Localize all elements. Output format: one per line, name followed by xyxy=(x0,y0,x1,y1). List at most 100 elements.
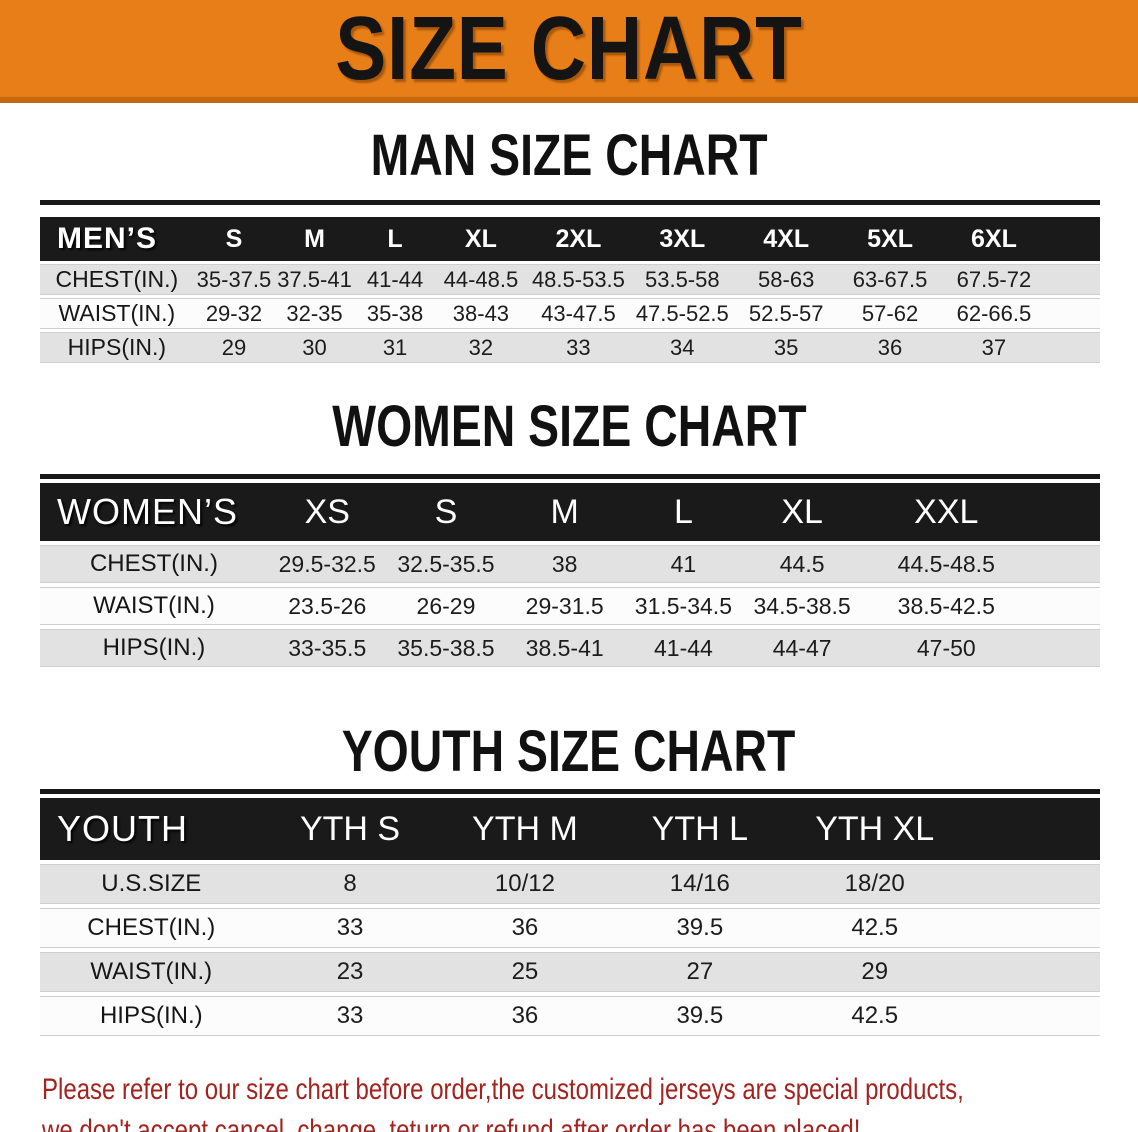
cell: 47.5-52.5 xyxy=(630,298,735,329)
cell: 41-44 xyxy=(624,629,743,667)
cell: 48.5-53.5 xyxy=(526,264,631,295)
men-size-col: 6XL xyxy=(941,217,1046,261)
cell: 37.5-41 xyxy=(274,264,355,295)
row-label: HIPS(IN.) xyxy=(40,629,268,667)
men-section-title: MAN SIZE CHART xyxy=(370,123,768,188)
men-size-table-wrap: MEN’S S M L XL 2XL 3XL 4XL 5XL 6XL CHEST… xyxy=(40,200,1100,366)
cell: 39.5 xyxy=(612,908,788,948)
women-size-col: XXL xyxy=(861,483,1032,541)
youth-size-col: YTH XL xyxy=(787,798,963,860)
cell: 38.5-42.5 xyxy=(861,587,1032,625)
women-chest-row: CHEST(IN.) 29.5-32.5 32.5-35.5 38 41 44.… xyxy=(40,545,1100,583)
women-size-col: XL xyxy=(742,483,862,541)
cell: 14/16 xyxy=(612,864,788,904)
men-size-col: 3XL xyxy=(630,217,735,261)
cell: 31 xyxy=(354,332,436,363)
spacer-cell xyxy=(1031,629,1100,667)
youth-section-title: YOUTH SIZE CHART xyxy=(342,719,796,784)
cell: 32-35 xyxy=(274,298,355,329)
spacer-cell xyxy=(1031,587,1100,625)
cell: 52.5-57 xyxy=(734,298,839,329)
cell: 39.5 xyxy=(612,996,788,1036)
youth-table-topline xyxy=(40,789,1100,794)
cell: 33-35.5 xyxy=(267,629,387,667)
cell: 10/12 xyxy=(437,864,613,904)
men-chest-row: CHEST(IN.) 35-37.5 37.5-41 41-44 44-48.5… xyxy=(40,264,1100,295)
cell: 18/20 xyxy=(787,864,963,904)
cell: 34.5-38.5 xyxy=(742,587,862,625)
cell: 33 xyxy=(262,908,438,948)
spacer-cell xyxy=(1045,298,1100,329)
cell: 35-38 xyxy=(354,298,436,329)
youth-size-col: YTH L xyxy=(612,798,788,860)
women-size-col: M xyxy=(505,483,625,541)
men-table-topline xyxy=(40,200,1100,205)
cell: 44-47 xyxy=(742,629,862,667)
row-label: U.S.SIZE xyxy=(40,864,263,904)
row-label: HIPS(IN.) xyxy=(40,996,263,1036)
spacer-cell xyxy=(962,798,1100,860)
women-size-table: WOMEN’S XS S M L XL XXL CHEST(IN.) 29.5-… xyxy=(40,479,1100,671)
spacer-cell xyxy=(962,864,1100,904)
cell: 44-48.5 xyxy=(435,264,527,295)
banner: SIZE CHART xyxy=(0,0,1138,103)
men-size-col: S xyxy=(193,217,275,261)
women-hips-row: HIPS(IN.) 33-35.5 35.5-38.5 38.5-41 41-4… xyxy=(40,629,1100,667)
youth-hips-row: HIPS(IN.) 33 36 39.5 42.5 xyxy=(40,996,1100,1036)
women-size-table-wrap: WOMEN’S XS S M L XL XXL CHEST(IN.) 29.5-… xyxy=(40,474,1100,671)
men-size-col: 4XL xyxy=(734,217,839,261)
cell: 37 xyxy=(941,332,1046,363)
cell: 26-29 xyxy=(386,587,506,625)
youth-header-row: YOUTH YTH S YTH M YTH L YTH XL xyxy=(40,798,1100,860)
row-label: CHEST(IN.) xyxy=(40,908,263,948)
spacer-cell xyxy=(1045,217,1100,261)
cell: 36 xyxy=(437,908,613,948)
cell: 25 xyxy=(437,952,613,992)
row-label: WAIST(IN.) xyxy=(40,298,194,329)
spacer-cell xyxy=(962,996,1100,1036)
cell: 33 xyxy=(262,996,438,1036)
cell: 23 xyxy=(262,952,438,992)
cell: 41 xyxy=(624,545,743,583)
spacer-cell xyxy=(1031,483,1100,541)
cell: 57-62 xyxy=(838,298,942,329)
cell: 33 xyxy=(526,332,631,363)
men-hips-row: HIPS(IN.) 29 30 31 32 33 34 35 36 37 xyxy=(40,332,1100,363)
cell: 44.5 xyxy=(742,545,862,583)
women-table-topline xyxy=(40,474,1100,479)
youth-size-col: YTH M xyxy=(437,798,613,860)
cell: 35-37.5 xyxy=(193,264,275,295)
disclaimer-line-2: we don't accept cancel, change, teturn o… xyxy=(42,1113,861,1132)
cell: 29-32 xyxy=(193,298,275,329)
cell: 23.5-26 xyxy=(267,587,387,625)
cell: 32.5-35.5 xyxy=(386,545,506,583)
men-waist-row: WAIST(IN.) 29-32 32-35 35-38 38-43 43-47… xyxy=(40,298,1100,329)
youth-chest-row: CHEST(IN.) 33 36 39.5 42.5 xyxy=(40,908,1100,948)
spacer-cell xyxy=(1045,332,1100,363)
youth-size-table-wrap: YOUTH YTH S YTH M YTH L YTH XL U.S.SIZE … xyxy=(40,789,1100,1040)
cell: 29 xyxy=(193,332,275,363)
banner-title: SIZE CHART xyxy=(335,0,803,99)
men-size-table: MEN’S S M L XL 2XL 3XL 4XL 5XL 6XL CHEST… xyxy=(40,214,1100,366)
row-label: HIPS(IN.) xyxy=(40,332,194,363)
cell: 53.5-58 xyxy=(630,264,735,295)
cell: 44.5-48.5 xyxy=(861,545,1032,583)
cell: 47-50 xyxy=(861,629,1032,667)
cell: 29 xyxy=(787,952,963,992)
spacer-cell xyxy=(962,908,1100,948)
cell: 42.5 xyxy=(787,996,963,1036)
men-group-label: MEN’S xyxy=(40,217,194,261)
women-waist-row: WAIST(IN.) 23.5-26 26-29 29-31.5 31.5-34… xyxy=(40,587,1100,625)
cell: 41-44 xyxy=(354,264,436,295)
cell: 67.5-72 xyxy=(941,264,1046,295)
cell: 36 xyxy=(437,996,613,1036)
cell: 30 xyxy=(274,332,355,363)
cell: 34 xyxy=(630,332,735,363)
men-size-col: 2XL xyxy=(526,217,631,261)
disclaimer-line-1: Please refer to our size chart before or… xyxy=(42,1073,964,1106)
men-size-col: XL xyxy=(435,217,527,261)
cell: 62-66.5 xyxy=(941,298,1046,329)
youth-size-col: YTH S xyxy=(262,798,438,860)
cell: 58-63 xyxy=(734,264,839,295)
